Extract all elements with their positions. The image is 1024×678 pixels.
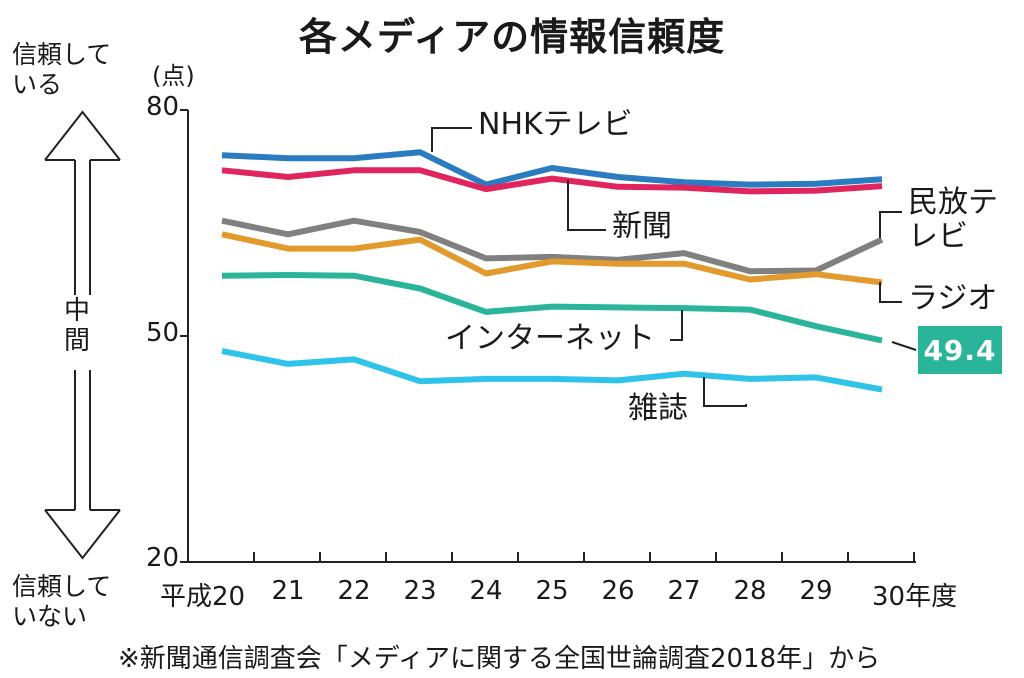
x-tick-label: 25 <box>535 576 569 606</box>
series-line <box>221 217 884 275</box>
value-leader-line <box>891 341 917 351</box>
series-label: NHKテレビ <box>478 107 633 142</box>
x-tick-label: 29 <box>799 576 833 606</box>
x-tick-label: 28 <box>733 576 767 606</box>
newspaper-leader-line <box>567 180 606 231</box>
trust-top-line2: いる <box>12 70 63 99</box>
x-tick-label: 26 <box>601 576 635 606</box>
middle-line1: 中 <box>63 296 90 326</box>
x-tick-label: 平成20 <box>160 582 246 612</box>
chart-title: 各メディアの情報信頼度 <box>298 15 726 59</box>
nhk-leader-line <box>431 127 472 152</box>
trust-bottom-line1: 信頼して <box>12 572 112 601</box>
series-line <box>221 231 883 286</box>
y-tick-label: 80 <box>146 92 180 122</box>
double-arrow-icon <box>44 110 121 560</box>
latest-value-badge: 49.4 <box>918 326 1002 374</box>
series-line <box>221 348 883 393</box>
y-tick-label: 20 <box>146 543 180 573</box>
trust-bottom-annotation: 信頼して いない <box>12 572 111 632</box>
y-unit-label: (点) <box>152 62 195 90</box>
series-label: インターネット <box>445 321 655 356</box>
middle-annotation: 中 間 <box>62 296 92 356</box>
source-note: ※新聞通信調査会「メディアに関する全国世論調査2018年」から <box>118 644 881 674</box>
trust-top-line1: 信頼して <box>12 40 112 69</box>
series-label: 雑誌 <box>628 391 688 426</box>
internet-leader-line <box>670 310 683 341</box>
x-tick-label: 30年度 <box>872 582 958 612</box>
series-label: 民放テレビ <box>908 185 998 254</box>
commercial-tv-leader-line <box>879 211 902 238</box>
x-tick-label: 22 <box>337 576 371 606</box>
x-tick-label: 24 <box>469 576 503 606</box>
y-tick-label: 50 <box>146 318 180 348</box>
trust-bottom-line2: いない <box>12 602 88 631</box>
series-line <box>221 149 883 188</box>
series-line <box>221 167 883 195</box>
x-tick-label: 27 <box>667 576 701 606</box>
series-line <box>221 272 883 344</box>
x-tick-label: 21 <box>271 576 305 606</box>
series-label: ラジオ <box>908 281 998 316</box>
trust-top-annotation: 信頼して いる <box>12 40 111 100</box>
x-tick-label: 23 <box>403 576 437 606</box>
magazine-leader-line <box>703 377 747 407</box>
radio-leader-line <box>879 282 902 303</box>
middle-line2: 間 <box>63 326 90 356</box>
series-label: 新聞 <box>612 209 672 244</box>
